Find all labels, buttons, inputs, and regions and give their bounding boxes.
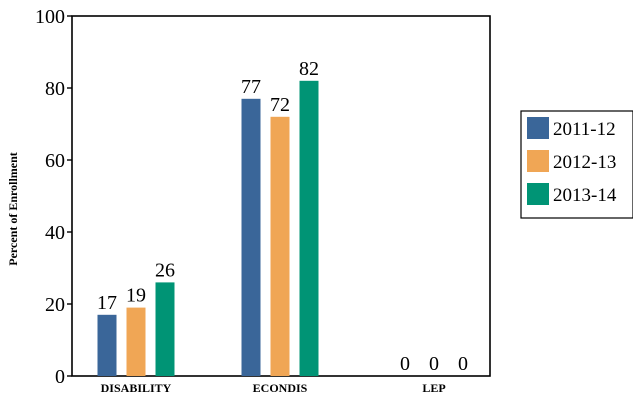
data-label: 0 [429, 353, 439, 375]
bar [155, 282, 175, 376]
data-label: 82 [299, 58, 319, 80]
data-label: 26 [155, 259, 175, 281]
data-label: 72 [270, 94, 290, 116]
legend-swatch [527, 117, 549, 139]
legend-label: 2012-13 [553, 152, 616, 173]
bar [97, 314, 117, 376]
y-tick-label: 0 [55, 366, 65, 388]
data-label: 0 [458, 353, 468, 375]
bar [299, 80, 319, 377]
legend-swatch [527, 150, 549, 172]
y-tick-label: 60 [45, 150, 65, 172]
data-label: 17 [97, 292, 117, 314]
plot-area: 0 20 40 60 80 100 17 19 26 DISABILITY 77 72 82 ECONDI… [35, 6, 491, 395]
legend-label: 2013-14 [553, 185, 617, 206]
y-tick-label: 100 [35, 6, 65, 28]
y-tick-label: 20 [45, 294, 65, 316]
legend-swatch [527, 183, 549, 205]
x-category-label: DISABILITY [101, 381, 172, 395]
bar [241, 98, 261, 377]
bar [270, 116, 290, 377]
y-tick-label: 80 [45, 78, 65, 100]
x-category-label: LEP [422, 381, 445, 395]
y-tick-label: 40 [45, 222, 65, 244]
bar [126, 307, 146, 376]
legend: 2011-12 2012-13 2013-14 [520, 110, 633, 219]
data-label: 19 [126, 285, 146, 307]
y-axis-title: Percent of Enrollment [6, 152, 20, 266]
x-category-label: ECONDIS [253, 381, 308, 395]
data-label: 77 [241, 76, 261, 98]
data-label: 0 [400, 353, 410, 375]
legend-label: 2011-12 [553, 119, 616, 140]
